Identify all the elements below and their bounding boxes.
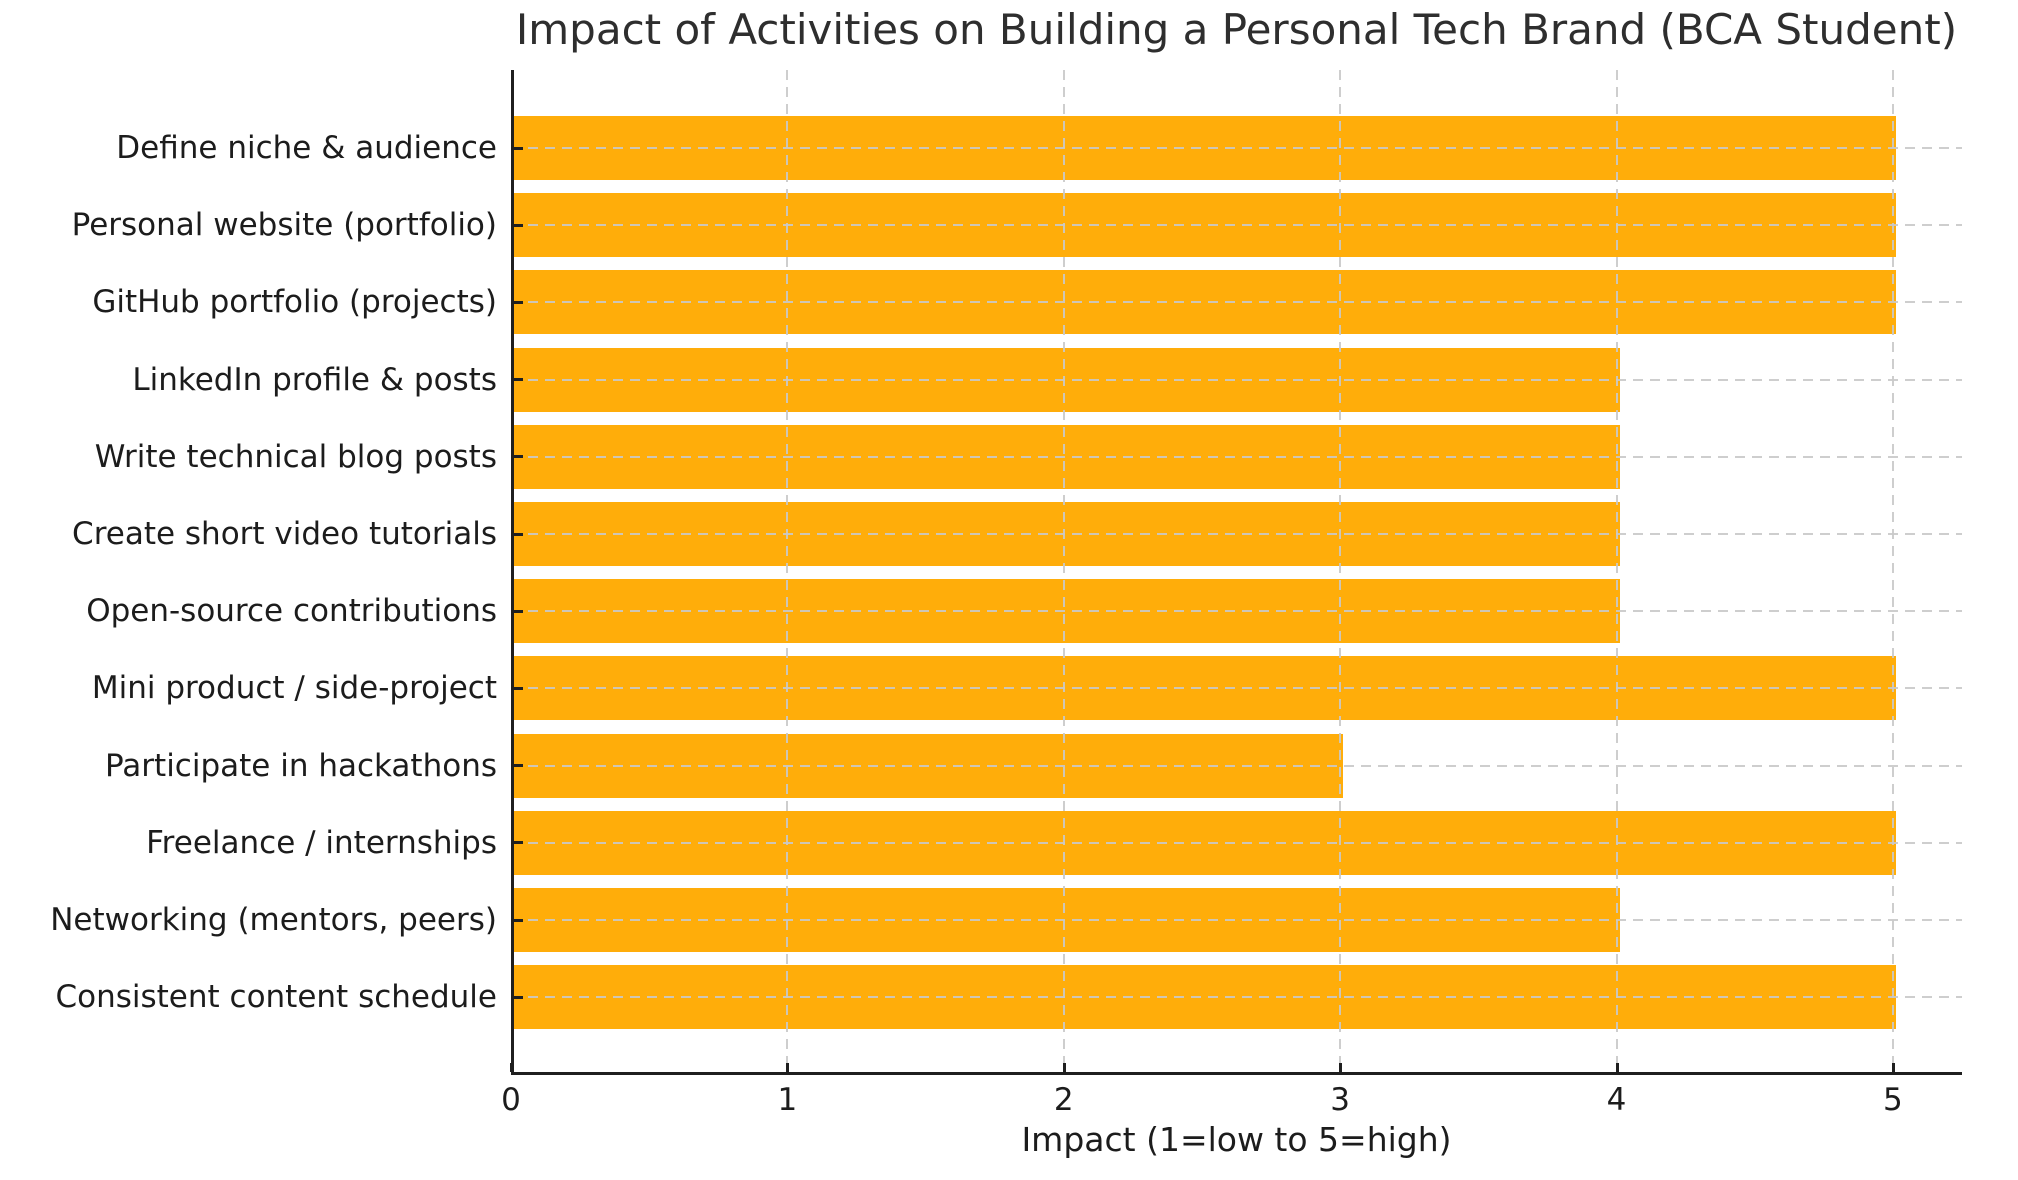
y-tick-label-5: Create short video tutorials xyxy=(72,516,497,552)
y-tick-8 xyxy=(514,764,523,768)
x-tick-label-0: 0 xyxy=(501,1082,521,1118)
h-gridline-1 xyxy=(511,224,1962,227)
y-tick-label-1: Personal website (portfolio) xyxy=(71,207,497,244)
y-tick-label-3: LinkedIn profile & posts xyxy=(132,361,497,398)
x-tick-label-3: 3 xyxy=(1330,1082,1350,1118)
v-gridline-5 xyxy=(1891,70,1894,1072)
y-tick-5 xyxy=(514,532,523,536)
h-gridline-0 xyxy=(511,147,1962,149)
x-tick-0 xyxy=(510,1063,513,1072)
y-tick-label-4: Write technical blog posts xyxy=(94,438,497,475)
x-axis-label: Impact (1=low to 5=high) xyxy=(1021,1120,1452,1159)
h-gridline-11 xyxy=(511,996,1962,999)
x-tick-4 xyxy=(1615,1063,1619,1072)
y-tick-2 xyxy=(514,300,523,304)
y-tick-11 xyxy=(514,995,523,999)
y-tick-label-2: GitHub portfolio (projects) xyxy=(92,284,497,321)
y-axis-spine xyxy=(511,70,514,1075)
y-tick-label-8: Participate in hackathons xyxy=(105,747,497,784)
y-tick-label-0: Define niche & audience xyxy=(116,130,497,166)
x-tick-label-1: 1 xyxy=(777,1082,798,1118)
y-tick-label-11: Consistent content schedule xyxy=(55,979,497,1016)
v-gridline-2 xyxy=(1062,70,1065,1072)
x-tick-5 xyxy=(1891,1063,1895,1072)
v-gridline-1 xyxy=(786,70,789,1072)
y-tick-9 xyxy=(514,841,523,845)
h-gridline-9 xyxy=(511,841,1962,844)
chart-title: Impact of Activities on Building a Perso… xyxy=(515,5,1958,54)
y-tick-6 xyxy=(514,609,523,613)
x-tick-2 xyxy=(1062,1063,1066,1072)
y-tick-label-6: Open-source contributions xyxy=(86,593,497,630)
x-tick-3 xyxy=(1339,1063,1343,1072)
y-tick-label-7: Mini product / side-project xyxy=(91,670,497,707)
y-tick-7 xyxy=(514,686,523,690)
v-gridline-3 xyxy=(1339,70,1342,1072)
h-gridline-2 xyxy=(511,301,1962,304)
h-gridline-4 xyxy=(511,455,1962,458)
x-axis-spine xyxy=(511,1072,1962,1075)
y-tick-3 xyxy=(514,378,523,382)
h-gridline-3 xyxy=(511,378,1962,381)
y-tick-label-10: Networking (mentors, peers) xyxy=(50,902,497,938)
x-tick-label-5: 5 xyxy=(1883,1082,1903,1118)
h-gridline-8 xyxy=(511,764,1962,767)
x-tick-1 xyxy=(786,1063,790,1072)
y-tick-1 xyxy=(514,223,523,227)
v-gridline-4 xyxy=(1615,70,1618,1072)
x-tick-label-4: 4 xyxy=(1606,1082,1627,1118)
y-tick-0 xyxy=(514,146,523,150)
h-gridline-10 xyxy=(511,919,1962,921)
y-tick-10 xyxy=(514,918,523,922)
h-gridline-6 xyxy=(511,610,1962,613)
x-tick-label-2: 2 xyxy=(1053,1082,1074,1118)
y-tick-label-9: Freelance / internships xyxy=(146,824,497,861)
h-gridline-5 xyxy=(511,533,1962,535)
h-gridline-7 xyxy=(511,687,1962,690)
y-tick-4 xyxy=(514,455,523,459)
plot-area xyxy=(510,70,1962,1075)
